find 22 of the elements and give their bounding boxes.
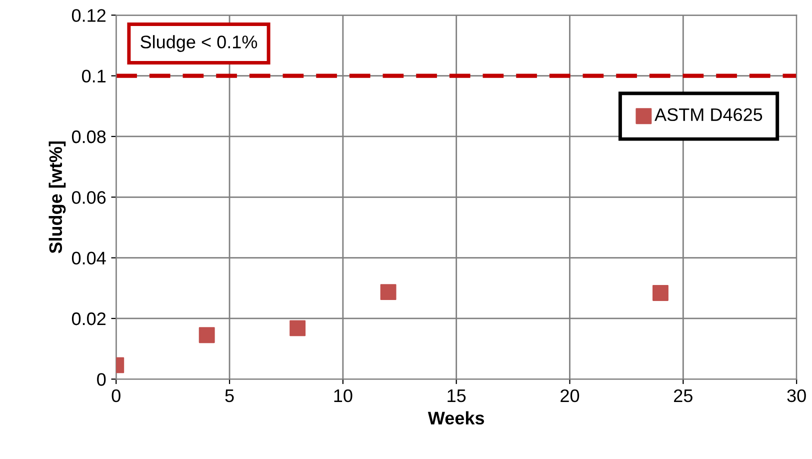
x-tick-label: 30 — [787, 389, 806, 402]
x-tick-label: 0 — [112, 389, 120, 402]
y-tick-label: 0 — [97, 373, 106, 386]
ref-line-label: Sludge < 0.1% — [140, 35, 258, 52]
y-tick-label: 0.06 — [72, 191, 106, 204]
x-tick-label: 5 — [225, 390, 234, 402]
y-tick-label: 0.1 — [82, 70, 106, 83]
y-tick-label: 0.04 — [72, 252, 106, 265]
x-tick-label: 25 — [674, 389, 692, 402]
x-tick-label: 20 — [560, 389, 580, 402]
y-tick-label: 0.02 — [72, 312, 106, 326]
x-axis-title: Weeks — [428, 411, 484, 425]
point — [652, 285, 668, 301]
point — [290, 320, 306, 336]
legend-label: ASTM D4625 — [654, 108, 762, 122]
y-tick-label: 0.08 — [72, 130, 106, 144]
x-tick-label: 15 — [448, 390, 466, 402]
point — [198, 327, 215, 344]
point — [380, 284, 396, 300]
x-tick-label: 10 — [334, 389, 352, 402]
y-tick-label: 0.12 — [72, 9, 106, 22]
y-axis-title: Sludge [wt%] — [48, 141, 66, 254]
